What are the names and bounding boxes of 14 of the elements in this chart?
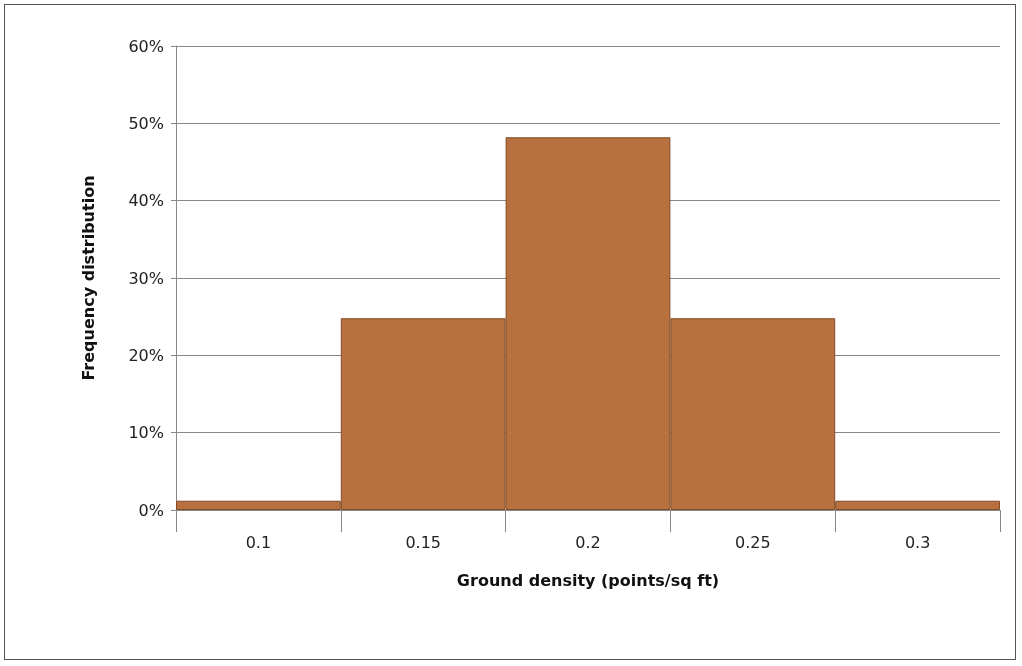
y-tick-label: 20% — [128, 345, 164, 365]
y-tick-label: 50% — [128, 113, 164, 133]
x-tick-label: 0.3 — [904, 532, 931, 552]
y-tick-label: 0% — [138, 500, 164, 520]
y-tick-label: 10% — [128, 423, 164, 443]
y-tick-label: 40% — [128, 191, 164, 211]
x-tick-label: 0.15 — [405, 532, 442, 552]
x-tick-label: 0.2 — [575, 532, 601, 552]
y-tick-label: 60% — [128, 36, 164, 56]
x-tick-label: 0.25 — [734, 532, 771, 552]
x-axis-title: Ground density (points/sq ft) — [456, 570, 720, 590]
y-tick-label: 30% — [128, 268, 164, 288]
y-axis-title: Frequency distribution — [78, 175, 98, 381]
x-tick-label: 0.1 — [245, 532, 272, 552]
